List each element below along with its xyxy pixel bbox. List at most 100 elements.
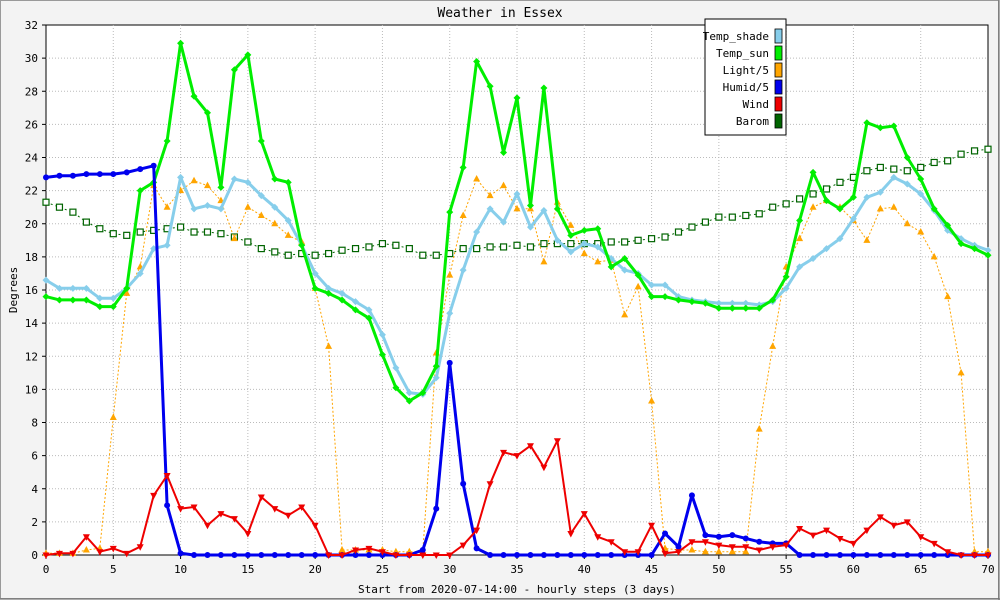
barom-point xyxy=(513,241,521,249)
barom-point xyxy=(378,240,387,248)
humid-5-point xyxy=(298,552,305,558)
temp-sun-point xyxy=(338,296,346,304)
wind-point xyxy=(325,552,333,559)
light-5-point xyxy=(701,547,709,555)
barom-point xyxy=(257,244,265,253)
wind-point xyxy=(755,547,763,555)
temp-shade-point xyxy=(432,374,440,382)
legend-label-wind: Wind xyxy=(743,98,770,111)
temp-shade-point xyxy=(352,298,360,306)
wind-point xyxy=(621,549,629,556)
barom-point xyxy=(203,228,212,236)
barom-point xyxy=(661,233,669,241)
barom-point xyxy=(782,200,790,208)
light-5-point xyxy=(728,547,736,555)
temp-shade-point xyxy=(136,269,144,277)
barom-point xyxy=(957,150,965,158)
y-tick-label: 2 xyxy=(31,516,38,529)
light-5-point xyxy=(634,282,642,290)
light-5-point xyxy=(688,546,696,553)
humid-5-point xyxy=(419,547,426,554)
wind-point xyxy=(311,522,319,530)
light-5-point xyxy=(809,203,817,210)
wind-point xyxy=(257,494,265,502)
humid-5-point xyxy=(150,162,157,169)
humid-5-point xyxy=(500,552,507,558)
wind-point xyxy=(392,552,400,559)
wind-point xyxy=(69,550,77,558)
temp-shade-point xyxy=(203,202,211,210)
humid-5-point xyxy=(648,552,655,558)
temp-sun-point xyxy=(971,245,979,253)
temp-sun-point xyxy=(352,306,360,314)
temp-sun-point xyxy=(661,293,669,301)
wind-point xyxy=(352,547,360,555)
light-5-point xyxy=(769,342,777,349)
temp-shade-point xyxy=(392,364,400,372)
barom-point xyxy=(890,165,898,173)
legend-label-temp-shade: Temp_shade xyxy=(703,30,769,43)
barom-point xyxy=(809,190,817,198)
light-5-point xyxy=(957,368,965,376)
x-tick-label: 40 xyxy=(578,563,591,576)
wind-point xyxy=(378,549,386,556)
temp-sun-point xyxy=(594,225,602,233)
temp-shade-point xyxy=(486,205,494,213)
legend-box xyxy=(704,18,787,136)
humid-5-point xyxy=(177,550,184,557)
barom-point xyxy=(338,246,346,254)
temp-sun-point xyxy=(823,197,831,205)
temp-shade-point xyxy=(96,294,104,302)
wind-point xyxy=(661,550,669,558)
humid-5-point xyxy=(244,552,251,558)
wind-point xyxy=(338,552,346,559)
wind-point xyxy=(55,550,63,558)
barom-point xyxy=(82,218,90,226)
barom-point xyxy=(822,185,831,193)
temp-sun-point xyxy=(392,384,400,392)
temp-sun-point xyxy=(96,303,104,311)
barom-point xyxy=(325,249,333,258)
barom-point xyxy=(271,248,279,256)
temp-sun-point xyxy=(69,296,77,304)
wind-point xyxy=(594,534,602,541)
light-5-point xyxy=(190,176,198,184)
barom-point xyxy=(836,178,844,186)
humid-5-point xyxy=(904,552,911,558)
humid-5-point xyxy=(164,502,171,509)
barom-point xyxy=(136,228,144,236)
humid-5-point xyxy=(675,543,682,550)
legend-label-temp-sun: Temp_sun xyxy=(716,47,769,60)
barom-point xyxy=(930,158,938,167)
barom-point xyxy=(755,210,763,218)
temp-sun-point xyxy=(728,304,736,312)
temp-shade-point xyxy=(338,289,346,297)
temp-shade-point xyxy=(863,193,871,201)
humid-5-point xyxy=(527,552,534,558)
humid-5-point xyxy=(433,505,440,512)
temp-shade-point xyxy=(621,266,629,274)
temp-sun-point xyxy=(284,178,292,186)
barom-point xyxy=(917,163,925,172)
barom-point xyxy=(432,251,440,259)
x-tick-label: 30 xyxy=(443,563,456,576)
temp-sun-point xyxy=(742,304,750,312)
temp-sun-point xyxy=(365,314,373,322)
barom-point xyxy=(405,244,413,253)
barom-point xyxy=(96,225,104,233)
series-humid-5 xyxy=(43,162,991,558)
light-5-point xyxy=(930,252,938,260)
temp-shade-point xyxy=(823,245,831,253)
humid-5-point xyxy=(836,552,843,558)
temp-sun-point xyxy=(782,273,790,281)
light-5-point xyxy=(876,204,884,212)
x-tick-label: 5 xyxy=(110,563,117,576)
temp-sun-point xyxy=(876,124,884,132)
temp-sun-point xyxy=(755,304,763,312)
wind-point xyxy=(459,542,467,550)
humid-5-point xyxy=(352,552,359,558)
light-5-point xyxy=(755,425,763,432)
x-tick-label: 10 xyxy=(174,563,187,576)
temp-sun-point xyxy=(890,122,898,130)
